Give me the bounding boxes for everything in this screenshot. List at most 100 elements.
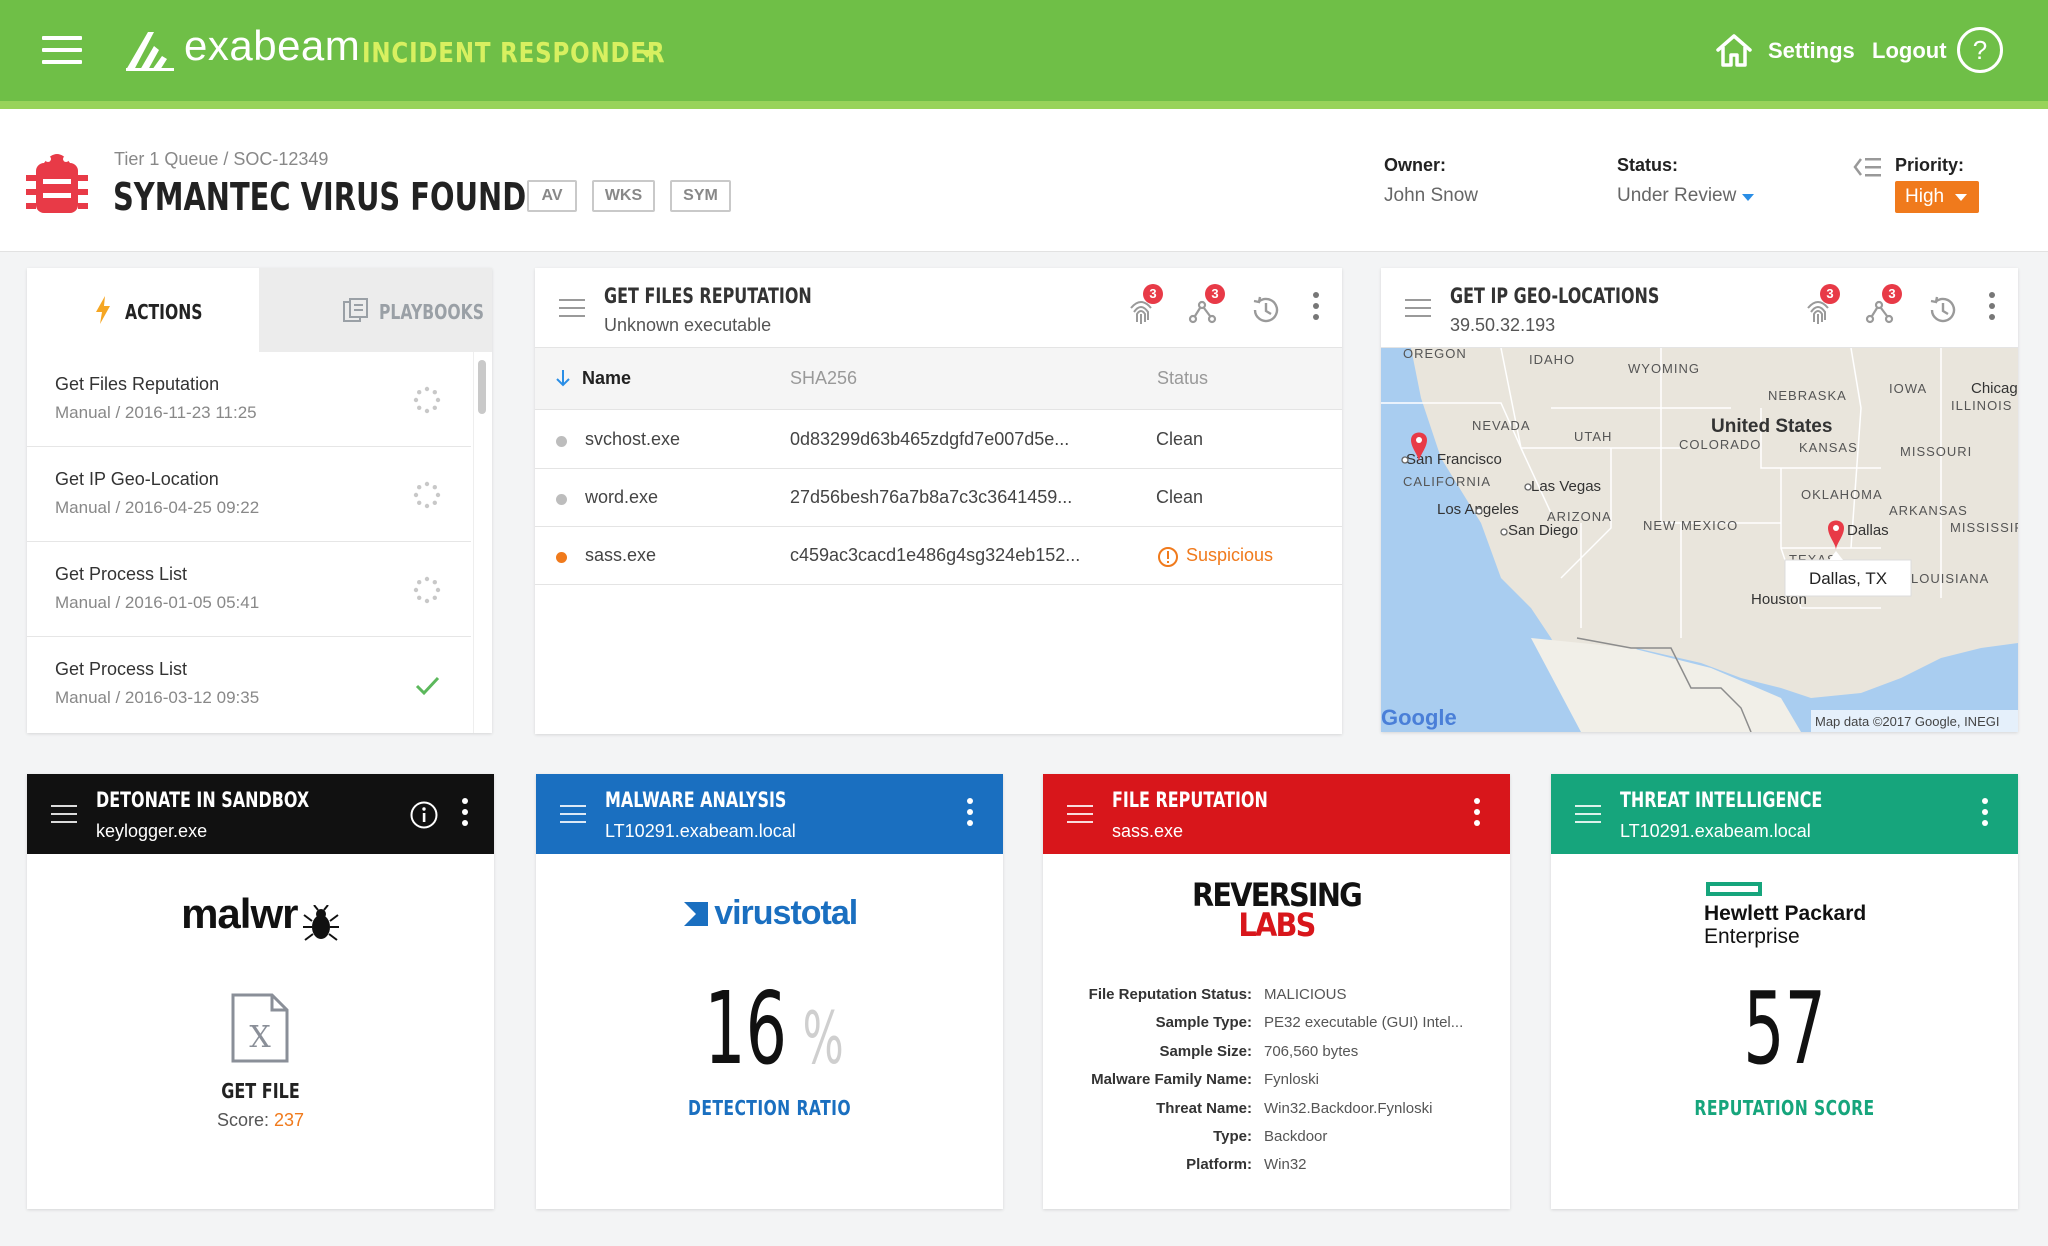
widget-header: GET IP GEO-LOCATIONS 39.50.32.193 3 3: [1381, 268, 2018, 348]
more-options-icon[interactable]: [1979, 798, 1991, 832]
action-item[interactable]: Get Files Reputation Manual / 2016-11-23…: [27, 352, 471, 447]
more-options-icon[interactable]: [1471, 798, 1483, 832]
drag-handle-icon[interactable]: [559, 299, 585, 317]
tag-wks[interactable]: WKS: [592, 180, 655, 212]
status-label: Status:: [1617, 155, 1679, 175]
product-menu[interactable]: INCIDENT RESPONDER: [362, 36, 666, 69]
tab-playbooks-label: PLAYBOOKS: [379, 300, 484, 324]
brand-name: exabeam: [184, 22, 361, 69]
info-icon[interactable]: [409, 800, 439, 830]
file-name: svchost.exe: [585, 429, 681, 449]
map-city-label: Las Vegas: [1531, 478, 1601, 495]
file-name: sass.exe: [585, 545, 657, 565]
map-state-label: KANSAS: [1799, 440, 1858, 455]
fingerprint-icon: [1807, 301, 1829, 324]
widget-subtitle: Unknown executable: [604, 315, 772, 335]
card-subtitle: LT10291.exabeam.local: [1620, 821, 1811, 841]
bug-logo-icon: [302, 904, 339, 941]
fingerprint-button[interactable]: 3: [1802, 284, 1840, 326]
card-title: MALWARE ANALYSIS: [605, 788, 787, 812]
table-row[interactable]: sass.exe c459ac3cacd1e486g4sg324eb152...…: [535, 527, 1342, 585]
map-city-label: Dallas: [1847, 522, 1889, 539]
column-sha256[interactable]: SHA256: [790, 368, 858, 388]
more-options-icon[interactable]: [1310, 292, 1322, 326]
notification-badge: 3: [1820, 284, 1840, 304]
map-state-label: NEBRASKA: [1768, 388, 1847, 403]
tag-av[interactable]: AV: [527, 180, 577, 212]
history-icon: [1930, 296, 1956, 323]
action-meta: Manual / 2016-04-25 09:22: [55, 498, 260, 517]
status-dropdown[interactable]: Under Review: [1617, 185, 1737, 206]
field-key: Threat Name:: [1156, 1100, 1252, 1117]
action-item[interactable]: Get Process List Manual / 2016-03-12 09:…: [27, 637, 471, 732]
page-title: SYMANTEC VIRUS FOUND: [113, 175, 527, 219]
share-button[interactable]: 3: [1187, 284, 1225, 326]
chevron-down-icon[interactable]: [640, 50, 654, 58]
detection-ratio-label: DETECTION RATIO: [688, 1096, 851, 1120]
field-key: Sample Type:: [1155, 1014, 1252, 1031]
notification-badge: 3: [1205, 284, 1225, 304]
scrollbar-thumb[interactable]: [478, 360, 486, 414]
drag-handle-icon[interactable]: [1405, 299, 1431, 317]
field-key: Sample Size:: [1159, 1043, 1252, 1060]
priority-dropdown[interactable]: High: [1895, 181, 1979, 213]
logout-link[interactable]: Logout: [1872, 38, 1947, 63]
home-icon[interactable]: [1714, 32, 1754, 68]
svg-text:X: X: [249, 1020, 271, 1055]
help-icon[interactable]: ?: [1957, 27, 2003, 73]
action-item[interactable]: Get Process List Manual / 2016-01-05 05:…: [27, 542, 471, 637]
fingerprint-icon: [1130, 301, 1152, 324]
arrow-down-icon[interactable]: [555, 368, 571, 388]
drag-handle-icon[interactable]: [560, 805, 586, 823]
more-options-icon[interactable]: [459, 798, 471, 832]
malwr-logo-text: malwr: [181, 890, 298, 937]
settings-link[interactable]: Settings: [1768, 38, 1855, 63]
drag-handle-icon[interactable]: [1575, 805, 1601, 823]
book-icon: [343, 298, 368, 322]
loading-spinner-icon: [413, 481, 441, 509]
fingerprint-button[interactable]: 3: [1125, 284, 1163, 326]
score-line: Score: 237: [27, 1110, 494, 1131]
history-button[interactable]: [1250, 290, 1286, 326]
geo-map[interactable]: OREGON IDAHO WYOMING NEBRASKA IOWA ILLIN…: [1381, 348, 2018, 732]
tab-playbooks[interactable]: PLAYBOOKS: [259, 268, 492, 352]
tag-sym[interactable]: SYM: [670, 180, 731, 212]
more-options-icon[interactable]: [964, 798, 976, 832]
hpe-logo-line2: Enterprise: [1704, 925, 1800, 948]
map-state-label: ARIZONA: [1547, 509, 1612, 524]
breadcrumb[interactable]: Tier 1 Queue / SOC-12349: [114, 149, 329, 169]
bug-icon: [26, 154, 88, 213]
drag-handle-icon[interactable]: [51, 805, 77, 823]
table-row[interactable]: word.exe 27d56besh76a7b8a7c3c3641459... …: [535, 469, 1342, 527]
drag-handle-icon[interactable]: [1067, 805, 1093, 823]
column-status[interactable]: Status: [1157, 368, 1209, 388]
share-button[interactable]: 3: [1864, 284, 1902, 326]
scrollbar-track[interactable]: [473, 352, 492, 733]
chevron-down-icon[interactable]: [1742, 194, 1754, 201]
reputation-field: Sample Type: PE32 executable (GUI) Intel.…: [1043, 1014, 1510, 1042]
owner-value[interactable]: John Snow: [1384, 185, 1479, 206]
warning-icon: [1158, 547, 1178, 567]
loading-spinner-icon: [413, 386, 441, 414]
column-name[interactable]: Name: [582, 368, 632, 388]
more-options-icon[interactable]: [1986, 292, 1998, 326]
file-hash: 0d83299d63b465zdgfd7e007d5e...: [790, 429, 1070, 449]
map-state-label: COLORADO: [1679, 437, 1761, 452]
history-button[interactable]: [1927, 290, 1963, 326]
action-name: Get Files Reputation: [55, 374, 220, 394]
map-pin-icon[interactable]: [1411, 432, 1427, 463]
tab-actions[interactable]: ACTIONS: [27, 268, 259, 352]
checkmark-icon: [415, 676, 440, 696]
action-item[interactable]: Get IP Geo-Location Manual / 2016-04-25 …: [27, 447, 471, 542]
get-file-button[interactable]: GET FILE: [221, 1079, 300, 1103]
status-dot: [556, 552, 567, 563]
map-pin-icon[interactable]: [1828, 520, 1844, 551]
table-row[interactable]: svchost.exe 0d83299d63b465zdgfd7e007d5e.…: [535, 411, 1342, 469]
map-city-label: San Diego: [1508, 522, 1578, 539]
file-icon[interactable]: X: [230, 992, 290, 1064]
malwr-logo: malwr: [27, 890, 494, 943]
menu-icon[interactable]: [42, 36, 82, 66]
field-key: Malware Family Name:: [1091, 1071, 1252, 1088]
map-state-label: MISSISSIP: [1950, 520, 2018, 535]
field-key: File Reputation Status:: [1088, 986, 1252, 1003]
